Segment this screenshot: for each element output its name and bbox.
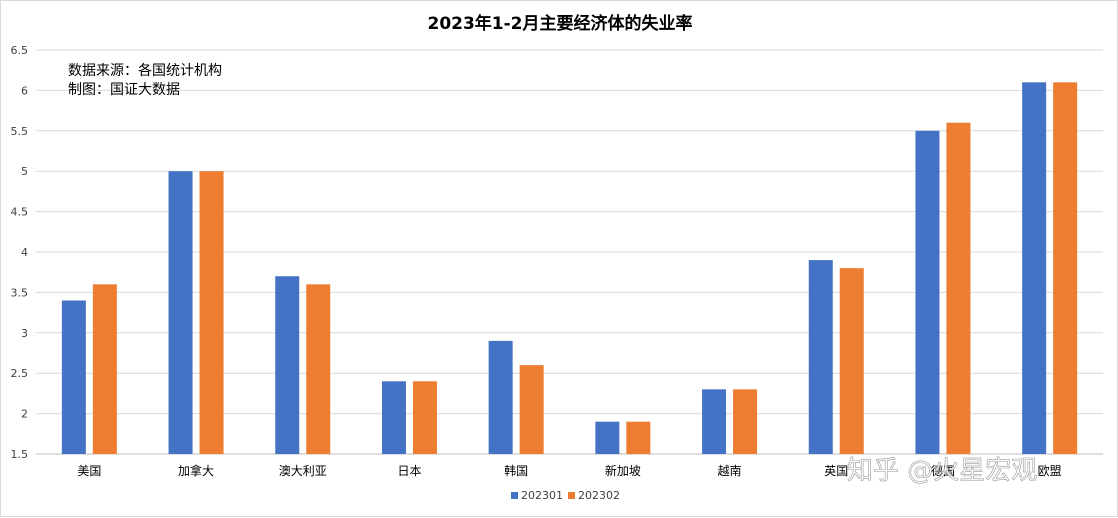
y-axis-ticks: 1.5 2 2.5 3 3.5 4 4.5 5 5.5 6 6.5: [11, 44, 29, 461]
y-tick-label: 2.5: [11, 367, 29, 380]
y-tick-label: 2: [21, 408, 28, 421]
bar-202301-2: [275, 276, 300, 454]
x-axis-categories: 美国 加拿大 澳大利亚 日本 韩国 新加坡 越南 英国 德国 欧盟: [77, 463, 1061, 478]
y-tick-label: 3: [21, 327, 28, 340]
bar-202301-4: [488, 340, 513, 454]
bar-202302-0: [92, 284, 117, 454]
watermark: 知乎 @火星宏观: [847, 456, 1037, 486]
y-tick-label: 1.5: [11, 448, 29, 461]
y-tick-label: 5.5: [11, 125, 29, 138]
bar-202301-0: [61, 300, 86, 454]
bar-202302-1: [199, 171, 224, 454]
x-category-label: 美国: [77, 464, 101, 478]
y-tick-label: 6: [21, 84, 28, 97]
x-category-label: 越南: [718, 463, 742, 478]
x-category-label: 加拿大: [178, 463, 214, 478]
x-category-label: 日本: [397, 464, 421, 478]
bar-202302-7: [839, 268, 864, 454]
x-category-label: 英国: [824, 464, 848, 478]
bar-202302-6: [733, 389, 758, 454]
x-category-label: 韩国: [504, 463, 528, 478]
legend-swatch-202301: [511, 492, 518, 499]
legend-swatch-202302: [568, 492, 575, 499]
bar-202301-9: [1022, 82, 1047, 454]
bar-202301-3: [381, 381, 406, 454]
x-category-label: 德国: [931, 463, 955, 478]
bar-202302-9: [1053, 82, 1078, 454]
x-category-label: 新加坡: [605, 463, 641, 478]
bar-202302-8: [946, 122, 971, 454]
y-tick-label: 4.5: [11, 206, 29, 219]
gridlines: [36, 49, 1103, 455]
bar-202302-4: [519, 365, 544, 454]
legend-label: 202302: [578, 489, 620, 502]
x-category-label: 欧盟: [1038, 464, 1062, 478]
chart-maker-note: 制图：国证大数据: [68, 82, 180, 98]
x-category-label: 澳大利亚: [279, 464, 327, 478]
legend: 202301 202302: [511, 489, 620, 502]
bar-202302-2: [306, 284, 331, 454]
bar-202301-8: [915, 130, 940, 455]
bars: [61, 82, 1078, 455]
data-source-note: 数据来源：各国统计机构: [68, 63, 222, 79]
legend-label: 202301: [521, 489, 563, 502]
bar-202302-5: [626, 421, 651, 454]
bar-202301-5: [595, 421, 620, 454]
y-tick-label: 6.5: [11, 44, 29, 57]
y-tick-label: 4: [21, 246, 28, 259]
y-tick-label: 5: [21, 165, 28, 178]
y-tick-label: 3.5: [11, 286, 29, 299]
bar-202301-1: [168, 171, 193, 454]
bar-202301-6: [702, 389, 727, 454]
bar-202301-7: [808, 260, 833, 454]
chart-title: 2023年1-2月主要经济体的失业率: [427, 13, 692, 34]
bar-202302-3: [412, 381, 437, 454]
